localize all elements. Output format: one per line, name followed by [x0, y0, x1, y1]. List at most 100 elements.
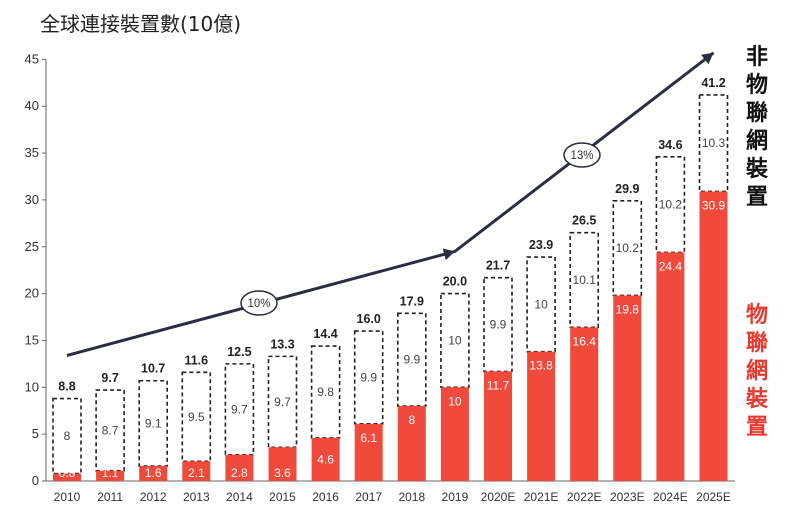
data-label-total: 12.5 — [227, 345, 251, 359]
bar-non-iot — [224, 363, 255, 456]
bar-non-iot — [440, 292, 470, 389]
bar-iot — [699, 191, 728, 482]
y-tick-label: 0 — [32, 473, 39, 488]
data-label-total: 11.6 — [184, 353, 208, 367]
bar-non-iot — [310, 345, 341, 439]
x-tick-label: 2012 — [140, 490, 167, 504]
data-label-non-iot: 9.9 — [490, 318, 507, 332]
bar-non-iot — [612, 200, 643, 297]
data-label-non-iot: 10.3 — [702, 136, 726, 150]
trend-arrowhead-end — [701, 52, 714, 65]
bar-iot — [96, 470, 125, 481]
x-tick-label: 2014 — [226, 490, 253, 504]
data-label-non-iot: 9.7 — [231, 402, 248, 416]
bar-iot — [53, 473, 81, 481]
data-label-total: 8.8 — [58, 380, 75, 394]
data-label-non-iot: 8 — [64, 429, 71, 443]
x-tick-label: 2011 — [97, 490, 123, 504]
data-label-non-iot: 9.1 — [145, 416, 162, 430]
growth-rate-label: 13% — [570, 150, 593, 162]
data-label-total: 9.7 — [101, 371, 118, 385]
x-tick-label: 2024E — [653, 490, 688, 504]
x-tick-label: 2016 — [312, 490, 339, 504]
data-label-total: 34.6 — [658, 138, 682, 152]
x-tick-label: 2025E — [696, 490, 731, 504]
bar-iot — [440, 387, 469, 481]
data-label-non-iot: 9.7 — [274, 395, 291, 409]
bar-iot — [225, 454, 254, 481]
y-tick-label: 5 — [32, 426, 39, 441]
x-tick-label: 2010 — [54, 490, 81, 504]
data-label-iot: 30.9 — [702, 198, 726, 212]
data-label-iot: 0.8 — [59, 466, 76, 480]
bar-iot — [354, 423, 383, 481]
bar-iot — [527, 351, 556, 481]
bar-iot — [570, 327, 599, 481]
bar-iot — [397, 406, 426, 481]
data-label-iot: 16.4 — [573, 334, 597, 348]
data-label-total: 17.9 — [400, 294, 424, 308]
data-label-iot: 24.4 — [659, 259, 683, 273]
legend-iot-label: 物聯網裝置 — [745, 303, 768, 440]
data-label-non-iot: 10 — [534, 297, 548, 311]
data-label-non-iot: 10 — [448, 333, 462, 347]
trend-arrowhead-mid — [442, 248, 455, 261]
data-label-non-iot: 10.2 — [616, 241, 640, 255]
x-tick-label: 2017 — [355, 490, 382, 504]
data-label-non-iot: 10.2 — [659, 198, 683, 212]
growth-rate-badge — [240, 290, 278, 316]
y-tick-label: 15 — [25, 332, 39, 347]
bar-iot — [268, 447, 297, 481]
bar-non-iot — [138, 379, 168, 467]
bar-non-iot — [52, 397, 82, 475]
bar-non-iot — [483, 276, 513, 373]
data-label-total: 23.9 — [529, 238, 553, 252]
data-label-total: 14.4 — [313, 327, 337, 341]
bar-iot — [656, 252, 685, 481]
data-label-non-iot: 8.7 — [102, 423, 119, 437]
bar-non-iot — [396, 312, 427, 407]
bar-iot — [484, 371, 512, 481]
data-label-iot: 6.1 — [360, 431, 377, 445]
y-tick-label: 20 — [25, 286, 39, 301]
y-tick-label: 25 — [25, 239, 39, 254]
x-tick-label: 2019 — [442, 490, 469, 504]
data-label-iot: 4.6 — [317, 452, 334, 466]
y-tick-label: 45 — [25, 51, 39, 66]
data-label-iot: 1.6 — [145, 466, 162, 480]
growth-rate-label: 10% — [247, 298, 270, 310]
data-label-total: 26.5 — [572, 214, 596, 228]
y-tick-label: 30 — [25, 192, 39, 207]
x-tick-label: 2021E — [524, 490, 559, 504]
data-label-iot: 19.8 — [616, 302, 640, 316]
data-label-iot: 2.8 — [231, 466, 248, 480]
x-tick-label: 2015 — [269, 490, 296, 504]
data-label-iot: 10 — [448, 394, 462, 408]
growth-rate-badge — [563, 142, 601, 168]
bar-iot — [311, 437, 340, 481]
x-tick-label: 2018 — [398, 490, 425, 504]
data-label-non-iot: 9.9 — [403, 353, 420, 367]
bar-non-iot — [267, 355, 298, 449]
bar-iot — [139, 466, 168, 481]
legend-non-iot-label: 非物聯網裝置 — [745, 45, 768, 210]
data-label-total: 13.3 — [270, 337, 294, 351]
data-label-total: 10.7 — [141, 362, 165, 376]
bar-non-iot — [655, 155, 686, 254]
data-label-total: 29.9 — [615, 182, 639, 196]
x-tick-label: 2023E — [610, 490, 645, 504]
bar-non-iot — [698, 94, 729, 193]
data-label-total: 20.0 — [443, 275, 467, 289]
data-label-non-iot: 9.9 — [360, 370, 377, 384]
data-label-iot: 2.1 — [188, 466, 205, 480]
data-label-non-iot: 9.5 — [188, 410, 205, 424]
data-label-iot: 8 — [408, 413, 415, 427]
bar-iot — [182, 461, 211, 481]
data-label-total: 16.0 — [357, 312, 381, 326]
bar-non-iot — [181, 371, 212, 463]
y-tick-label: 35 — [25, 145, 39, 160]
y-tick-label: 40 — [25, 98, 39, 113]
chart-title: 全球連接裝置數(10億) — [40, 12, 242, 36]
data-label-non-iot: 9.8 — [317, 385, 334, 399]
